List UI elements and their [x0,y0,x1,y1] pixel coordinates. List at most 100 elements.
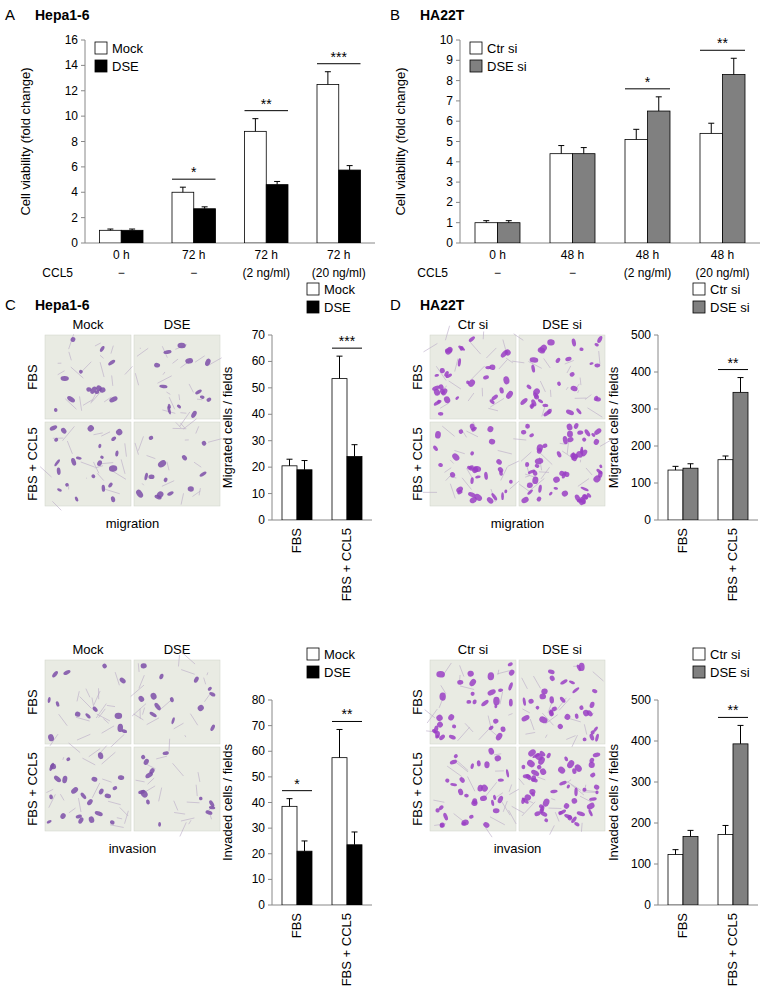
stained-cell [74,496,79,502]
stained-cell [495,732,504,742]
image-column-label: Mock [72,317,104,332]
stained-cell [470,477,474,484]
membrane-fiber [533,676,540,688]
stained-cell [98,443,102,448]
stained-cell [53,775,62,784]
stained-cell [493,718,500,724]
stained-cell [589,362,594,366]
membrane-fiber [199,488,200,495]
legend-label: DSE si [487,59,527,74]
significance-label: *** [331,49,348,65]
membrane-fiber [147,718,159,725]
membrane-fiber [69,808,76,813]
error-stem [690,464,691,468]
y-tick-label: 200 [631,439,651,453]
stained-cell [549,675,556,682]
stained-cell [193,676,200,684]
stained-cell [201,440,208,447]
y-tick [654,823,658,824]
stained-cell [470,451,475,456]
membrane-fiber [551,799,555,800]
legend-swatch [693,666,705,678]
error-cap [287,798,293,799]
error-bar [688,830,694,836]
stained-cell [199,796,203,800]
stained-cell [544,818,549,823]
error-cap [325,71,331,72]
stained-cell [138,789,145,794]
y-tick [268,879,272,880]
membrane-fiber [550,825,555,834]
stained-cell [505,390,515,400]
stained-cell [60,376,68,381]
stained-cell [528,698,535,705]
y-tick [456,222,460,223]
stained-cell [442,812,449,821]
stained-cell [117,724,123,733]
stained-cell [167,491,175,497]
membrane-fiber [117,818,122,819]
membrane-fiber [173,763,184,776]
membrane-fiber [102,726,114,733]
panel-letter: B [390,6,400,23]
y-tick [81,90,85,91]
micrograph [45,743,131,831]
membrane-fiber [427,709,437,723]
stained-cell [110,436,117,442]
error-stem [725,825,726,834]
micrograph-bg [45,660,131,744]
error-stem [339,356,340,378]
membrane-fiber [173,359,179,363]
y-tick-label: 16 [65,33,79,47]
stained-cell [493,808,500,813]
significance-label: * [645,74,651,90]
micrograph-bg [134,422,220,506]
y-tick [456,40,460,41]
panel-letter: D [390,296,401,313]
bar [194,209,216,243]
membrane-fiber [167,392,171,394]
stained-cell [505,769,509,778]
stained-cell [589,797,597,802]
stained-cell [575,407,582,414]
error-stem [349,166,350,170]
membrane-fiber [162,481,174,487]
stained-cell [497,795,504,804]
membrane-fiber [575,398,587,399]
membrane-fiber [110,825,124,828]
error-stem [339,729,340,757]
stained-cell [153,702,162,711]
stained-cell [534,457,544,465]
membrane-fiber [97,473,103,480]
y-tick-label: 8 [446,74,453,88]
stained-cell [582,737,586,741]
membrane-fiber [181,493,183,504]
stained-cell [54,408,58,413]
stained-cell [555,357,561,364]
stained-cell [532,476,539,484]
stained-cell [117,775,124,781]
membrane-fiber [450,460,454,464]
stained-cell [59,812,66,820]
membrane-fiber [468,393,474,401]
error-bar [352,832,358,845]
micrograph-bg [430,747,516,831]
membrane-fiber [442,426,454,436]
stained-cell [527,489,534,496]
stained-cell [88,816,95,824]
y-tick [268,725,272,726]
error-cap [656,96,662,97]
error-bar [337,729,343,757]
bar [347,845,362,905]
stained-cell [594,363,600,367]
bar [668,855,683,905]
bar [668,470,683,520]
membrane-fiber [581,823,583,832]
stained-cell [86,424,95,433]
stained-cell [181,454,188,461]
error-cap [723,455,729,456]
stained-cell [588,762,595,769]
stained-cell [70,457,77,466]
error-bar [302,841,308,851]
micrograph-bg [430,335,516,419]
